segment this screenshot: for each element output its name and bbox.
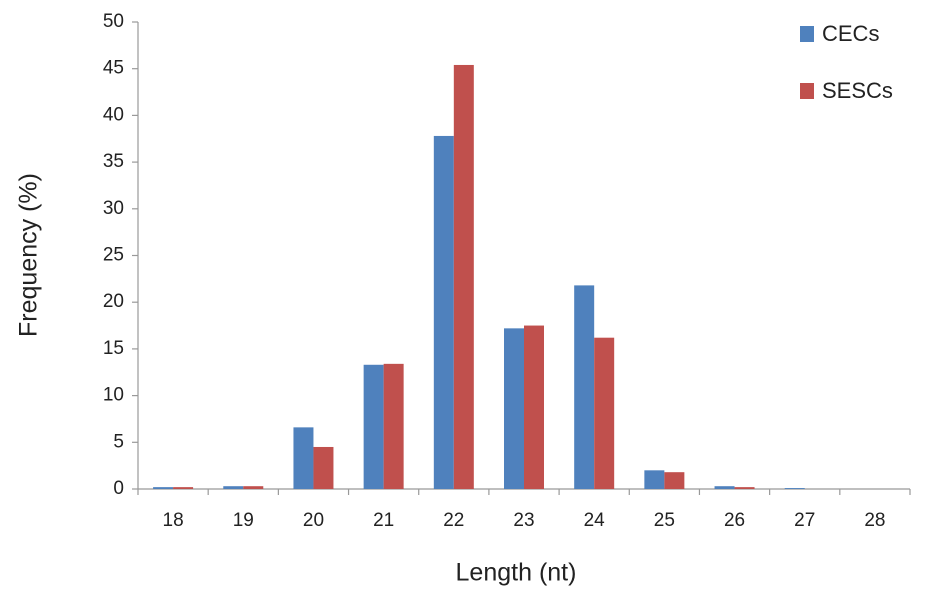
legend-label: CECs [822,21,879,46]
x-tick-label: 22 [443,510,464,531]
y-tick-label: 35 [103,151,124,172]
bar [243,486,264,489]
bar [223,486,244,489]
bar [524,325,544,489]
y-axis-label: Frequency (%) [15,173,43,337]
x-tick-label: 26 [724,510,745,531]
y-tick-label: 15 [103,338,124,359]
legend-label: SESCs [822,78,893,103]
bar [574,285,595,489]
bar [313,446,334,489]
x-tick-label: 25 [654,510,675,531]
y-tick-label: 5 [113,431,124,452]
bar [734,487,755,489]
x-tick-label: 28 [864,510,885,531]
bar [594,337,615,489]
bar [433,135,454,489]
bar [383,363,404,489]
bar [173,487,194,489]
x-tick-label: 18 [163,510,184,531]
y-tick-label: 45 [103,58,124,79]
legend-swatch [800,26,814,42]
x-tick-label: 20 [303,510,324,531]
bar [293,427,314,489]
bar [453,64,474,490]
legend-swatch [800,83,814,99]
x-tick-label: 19 [233,510,254,531]
y-tick-label: 50 [103,11,124,32]
x-tick-label: 24 [584,510,606,531]
bar [644,470,665,489]
bar [504,328,524,489]
y-tick-label: 0 [113,478,124,499]
x-tick-label: 23 [513,510,534,531]
y-tick-label: 20 [103,291,124,312]
y-tick-label: 25 [103,245,124,266]
bar [363,364,384,489]
x-tick-label: 27 [794,510,815,531]
bar [664,472,685,489]
y-tick-label: 40 [103,104,124,125]
bar [153,487,174,489]
bar [714,486,735,489]
bar [784,488,805,489]
x-axis-label: Length (nt) [456,559,577,587]
x-tick-label: 21 [373,510,394,531]
y-tick-label: 30 [103,198,124,219]
y-tick-label: 10 [103,385,124,406]
